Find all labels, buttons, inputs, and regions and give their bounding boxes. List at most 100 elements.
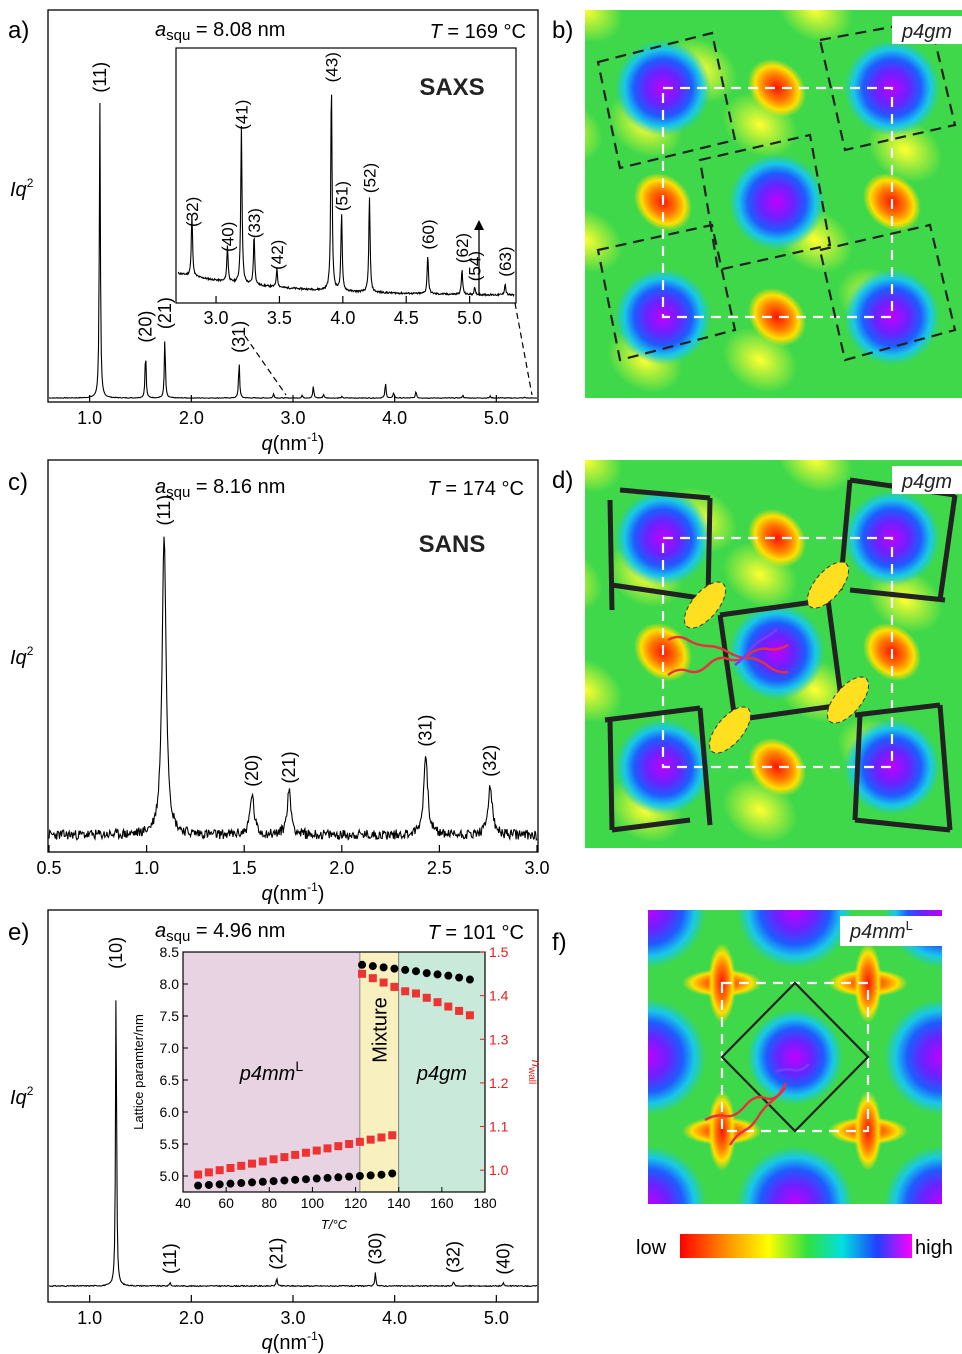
panel-a-letter: a) [8,17,29,44]
panel-e-peak-label: (21) [267,1238,287,1270]
panel-e-inset-lattice-point [301,1175,310,1184]
panel-d-group-label: p4gm [901,471,952,493]
panel-a-inset-x-tick-label: 5.0 [457,308,482,328]
panel-b-group-label: p4gm [901,21,952,43]
panel-c-temperature: T = 174 °C [428,478,524,500]
panel-e-peak-label: (10) [106,937,126,969]
panel-e-inset-lattice-point [215,1180,224,1189]
panel-e-inset-lattice-point [379,963,388,972]
panel-e-inset-y2tick-label: 1.1 [489,1119,509,1135]
panel-e-inset-lattice-point [355,1172,364,1180]
panel-e-inset-lattice-point [388,1169,397,1178]
panel-e-inset-ytick-label: 7.5 [160,1008,180,1024]
panel-c-letter: c) [8,469,28,496]
panel-e-x-tick-label: 4.0 [382,1308,407,1328]
panel-a-peak-label: (11) [90,62,110,93]
panel-e-inset-nwall-point [377,1133,386,1142]
panel-e-inset-lattice-point [226,1179,235,1188]
panel-e-inset-lattice-point [422,969,431,978]
map-tile-outline [596,223,737,362]
panel-e-saxs-curve [48,1000,537,1288]
panel-e-inset-lattice-point [291,1175,300,1184]
panel-a-inset-peak-label: (51) [333,181,352,211]
panel-e-inset-lattice-point [411,967,420,976]
panel-e-inset-nwall-point [422,993,431,1002]
panel-e-inset-xtick-label: 120 [344,1195,368,1211]
map-blue-column [844,269,940,365]
panel-c-peak-label: (11) [154,495,174,526]
map-junction-ellipse [708,706,752,754]
panel-e-inset-frame [182,951,486,1193]
panel-b-density-map: b) p4gm [552,10,962,398]
panel-e-peak-label: (30) [365,1233,385,1265]
panel-d-label-box [892,466,962,494]
map-background-spot [777,10,853,43]
panel-e-inset-nwall-point [215,1166,224,1175]
map-blue-column [844,719,940,815]
panel-e-inset-nwall-point [312,1146,321,1155]
panel-e-inset-y2tick-label: 1.5 [489,944,509,960]
map-tile-edge [604,705,701,723]
panel-a-inset-peak-label: (41) [232,100,251,130]
map-blue-column [737,1146,853,1204]
panel-f-letter: f) [552,929,567,956]
map-red-column [708,1091,736,1171]
panel-a-inset-x-tick-label: 4.5 [394,308,419,328]
panel-c-peak-label: (31) [416,715,436,747]
map-blue-column [884,999,942,1115]
map-tile-edge [854,817,951,833]
map-tile-edge [937,704,953,831]
map-tile-edge [607,719,615,831]
panel-e-inset-region-label-sup: L [295,1058,303,1074]
map-blue-column [884,1146,942,1204]
panel-e-inset-nwall-point [280,1153,289,1162]
panel-a-ylabel: Iq2 [10,176,34,201]
panel-e-inset-y2label: nwall [526,1060,544,1084]
panel-e-inset-lattice-point [433,970,442,979]
panel-a-inset-frame [175,47,517,304]
map-tile-edge [611,817,691,833]
map-blue-column [648,999,706,1115]
panel-e-inset-nwall-point [379,978,388,987]
panel-e-inset-nwall-point [411,989,420,998]
panel-e-inset-xtick-label: 40 [175,1195,191,1211]
map-chain-red [667,635,789,674]
map-red-column [747,58,807,118]
map-background-spot [585,657,623,723]
panel-e-inset-ytick-label: 6.0 [160,1104,180,1120]
panel-e-peak-label: (40) [493,1243,513,1275]
map-tile-outline [698,133,832,272]
panel-a-inset-x-tick-label: 3.5 [267,308,292,328]
panel-c-peak-label: (21) [279,751,299,783]
map-background-spot [585,207,623,273]
panel-e-inset-lattice-point [401,965,410,974]
panel-e-inset-region-label: Mixture [369,997,391,1063]
panel-f-group-label: p4mmL [849,918,913,943]
panel-f-density-map: f) p4mmL [552,910,942,1204]
panel-c-ylabel: Iq2 [10,644,34,669]
panel-e-inset-nwall-point [358,969,367,978]
panel-e-x-tick-label: 5.0 [484,1308,509,1328]
panel-e-inset-lattice-point [444,971,453,980]
panel-e-inset-y2tick-label: 1.0 [489,1162,509,1178]
panel-e-inset-nwall-point [237,1161,246,1170]
map-tile-edge [734,702,843,723]
map-tile-edge [611,582,701,601]
panel-e-inset-xtick-label: 60 [218,1195,234,1211]
panel-e-inset-lattice-point [312,1174,321,1183]
map-unit-cell [661,536,894,769]
panel-a-zoom-line-left [244,335,287,396]
panel-a-zoom-line-right [514,302,533,396]
panel-e-inset-xtick-label: 160 [430,1195,454,1211]
panel-c-peak-label: (20) [242,755,262,787]
colorbar-high-label: high [915,1237,953,1259]
panel-e-inset-nwall-point [390,982,399,991]
map-tile-edge [607,499,615,611]
panel-a-inset-x-tick-label: 3.0 [204,308,229,328]
panel-e-inset-lattice-point [334,1173,343,1182]
panel-e-inset-lattice-point [368,962,377,971]
panel-e-inset-region-label: p4gm [416,1063,467,1085]
panel-e-peak-label: (11) [160,1243,180,1274]
panel-e-inset-nwall-point [248,1159,257,1168]
